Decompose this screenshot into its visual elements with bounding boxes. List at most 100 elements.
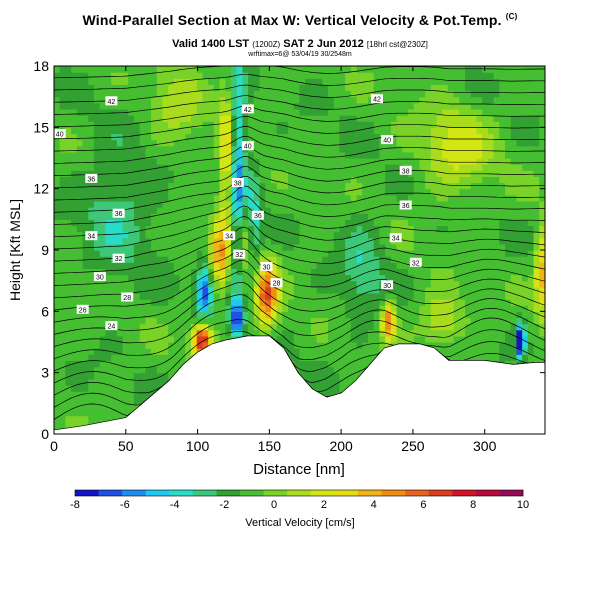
velocity-cell [459,96,466,104]
velocity-cell [242,164,249,171]
velocity-cell [128,145,135,153]
velocity-cell [299,96,306,104]
velocity-cell [99,366,106,374]
velocity-cell [368,188,375,196]
velocity-cell [487,200,495,208]
velocity-cell [328,299,335,306]
velocity-cell [436,268,443,276]
velocity-cell [122,305,129,312]
velocity-cell [191,213,198,220]
velocity-cell [436,348,443,355]
velocity-cell [230,262,238,269]
velocity-cell [516,170,523,177]
velocity-cell [236,200,244,208]
velocity-cell [191,292,198,300]
velocity-cell [482,354,489,361]
velocity-cell [185,213,192,220]
velocity-cell [82,342,89,349]
velocity-cell [333,108,341,116]
velocity-cell [151,207,158,214]
velocity-cell [105,72,112,79]
velocity-cell [459,225,466,233]
velocity-cell [145,391,152,398]
velocity-cell [322,237,329,245]
velocity-cell [310,158,318,165]
velocity-cell [493,225,500,233]
velocity-cell [54,292,61,300]
velocity-cell [282,121,289,128]
velocity-cell [88,415,95,423]
velocity-cell [430,317,438,325]
velocity-cell [413,207,420,214]
velocity-cell [65,139,72,147]
velocity-cell [522,139,529,147]
velocity-cell [293,66,301,73]
velocity-cell [196,323,204,331]
velocity-cell [93,115,101,122]
velocity-cell [305,286,312,294]
velocity-cell [425,78,432,85]
velocity-cell [71,378,78,386]
velocity-cell [328,102,335,110]
velocity-cell [328,176,335,184]
velocity-cell [316,250,323,257]
velocity-cell [419,139,426,147]
velocity-cell [151,311,158,319]
velocity-cell [339,139,346,147]
velocity-cell [396,305,403,312]
velocity-cell [373,311,381,319]
velocity-cell [162,305,169,312]
velocity-cell [259,188,266,196]
velocity-cell [139,139,146,147]
velocity-cell [139,72,146,79]
velocity-cell [93,329,101,337]
velocity-cell [396,102,403,110]
velocity-cell [173,268,181,276]
velocity-cell [270,133,278,141]
velocity-cell [242,225,249,233]
velocity-cell [88,207,95,214]
velocity-cell [71,250,78,257]
velocity-cell [339,384,346,392]
velocity-cell [162,317,169,325]
velocity-cell [328,372,335,380]
velocity-cell [88,305,95,312]
velocity-cell [345,366,352,374]
velocity-cell [162,145,169,153]
velocity-cell [350,84,358,92]
velocity-cell [93,391,101,398]
velocity-cell [82,115,89,122]
velocity-cell [419,213,426,220]
velocity-cell [156,133,164,141]
velocity-cell [185,84,192,92]
velocity-cell [145,366,152,374]
velocity-cell [105,90,112,98]
velocity-cell [350,225,358,233]
velocity-cell [105,256,112,263]
velocity-cell [396,84,403,92]
velocity-cell [499,292,506,300]
velocity-cell [482,66,489,73]
velocity-cell [447,237,455,245]
velocity-cell [236,317,244,325]
velocity-cell [230,311,238,319]
velocity-cell [339,200,346,208]
velocity-cell [505,139,512,147]
velocity-cell [402,274,409,282]
velocity-cell [173,72,181,79]
velocity-cell [173,243,181,251]
velocity-cell [345,286,352,294]
velocity-cell [493,158,500,165]
velocity-cell [208,207,215,214]
velocity-cell [293,72,301,79]
velocity-cell [265,207,272,214]
velocity-cell [282,182,289,190]
velocity-cell [270,231,278,239]
velocity-cell [65,317,72,325]
velocity-cell [105,200,112,208]
velocity-cell [310,299,318,306]
velocity-cell [59,348,67,355]
velocity-cell [493,84,500,92]
velocity-cell [350,219,358,227]
velocity-cell [476,225,483,233]
